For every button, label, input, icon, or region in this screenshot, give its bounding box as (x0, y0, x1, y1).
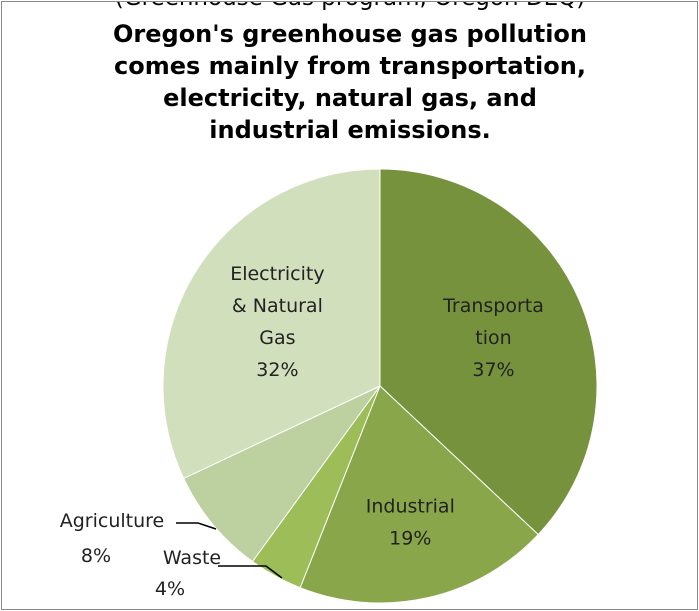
leader-line-agriculture (176, 522, 217, 530)
pie-slice-transportation (379, 168, 598, 536)
label-leader-lines (176, 522, 283, 579)
slice-category-label: Waste (163, 547, 221, 569)
leader-line-waste (218, 565, 283, 579)
slice-category-label: Industrial (366, 496, 455, 518)
top-partial-text: (Greenhouse Gas program, Oregon DEQ) (115, 2, 585, 11)
pie-slice-agriculture (182, 385, 381, 563)
chart-title: Oregon's greenhouse gas pollution comes m… (113, 20, 587, 144)
slice-percent-label: 4% (155, 578, 185, 600)
chart-title-line: comes mainly from transportation, (114, 52, 586, 80)
slice-category-label: Electricity (230, 263, 324, 285)
chart-title-line: industrial emissions. (209, 116, 490, 144)
slice-category-label: Gas (259, 327, 295, 349)
slice-percent-label: 8% (81, 545, 111, 567)
pie-slices (162, 168, 598, 604)
slice-percent-label: 37% (472, 359, 514, 381)
slice-labels: Transporta tion 37% Industrial 19% Waste 4% Agr… (60, 263, 544, 600)
slice-category-label: & Natural (232, 295, 323, 317)
slice-category-label: Transporta (442, 295, 544, 317)
chart-title-line: Oregon's greenhouse gas pollution (113, 20, 587, 48)
slice-category-label: Agriculture (60, 510, 165, 532)
slice-percent-label: 32% (256, 359, 298, 381)
chart-title-line: electricity, natural gas, and (163, 84, 537, 112)
pie-slice-industrial (299, 385, 539, 604)
slice-category-label: tion (475, 327, 511, 349)
pie-slice-electricity-natural-gas (162, 168, 381, 480)
slice-percent-label: 19% (389, 528, 431, 550)
